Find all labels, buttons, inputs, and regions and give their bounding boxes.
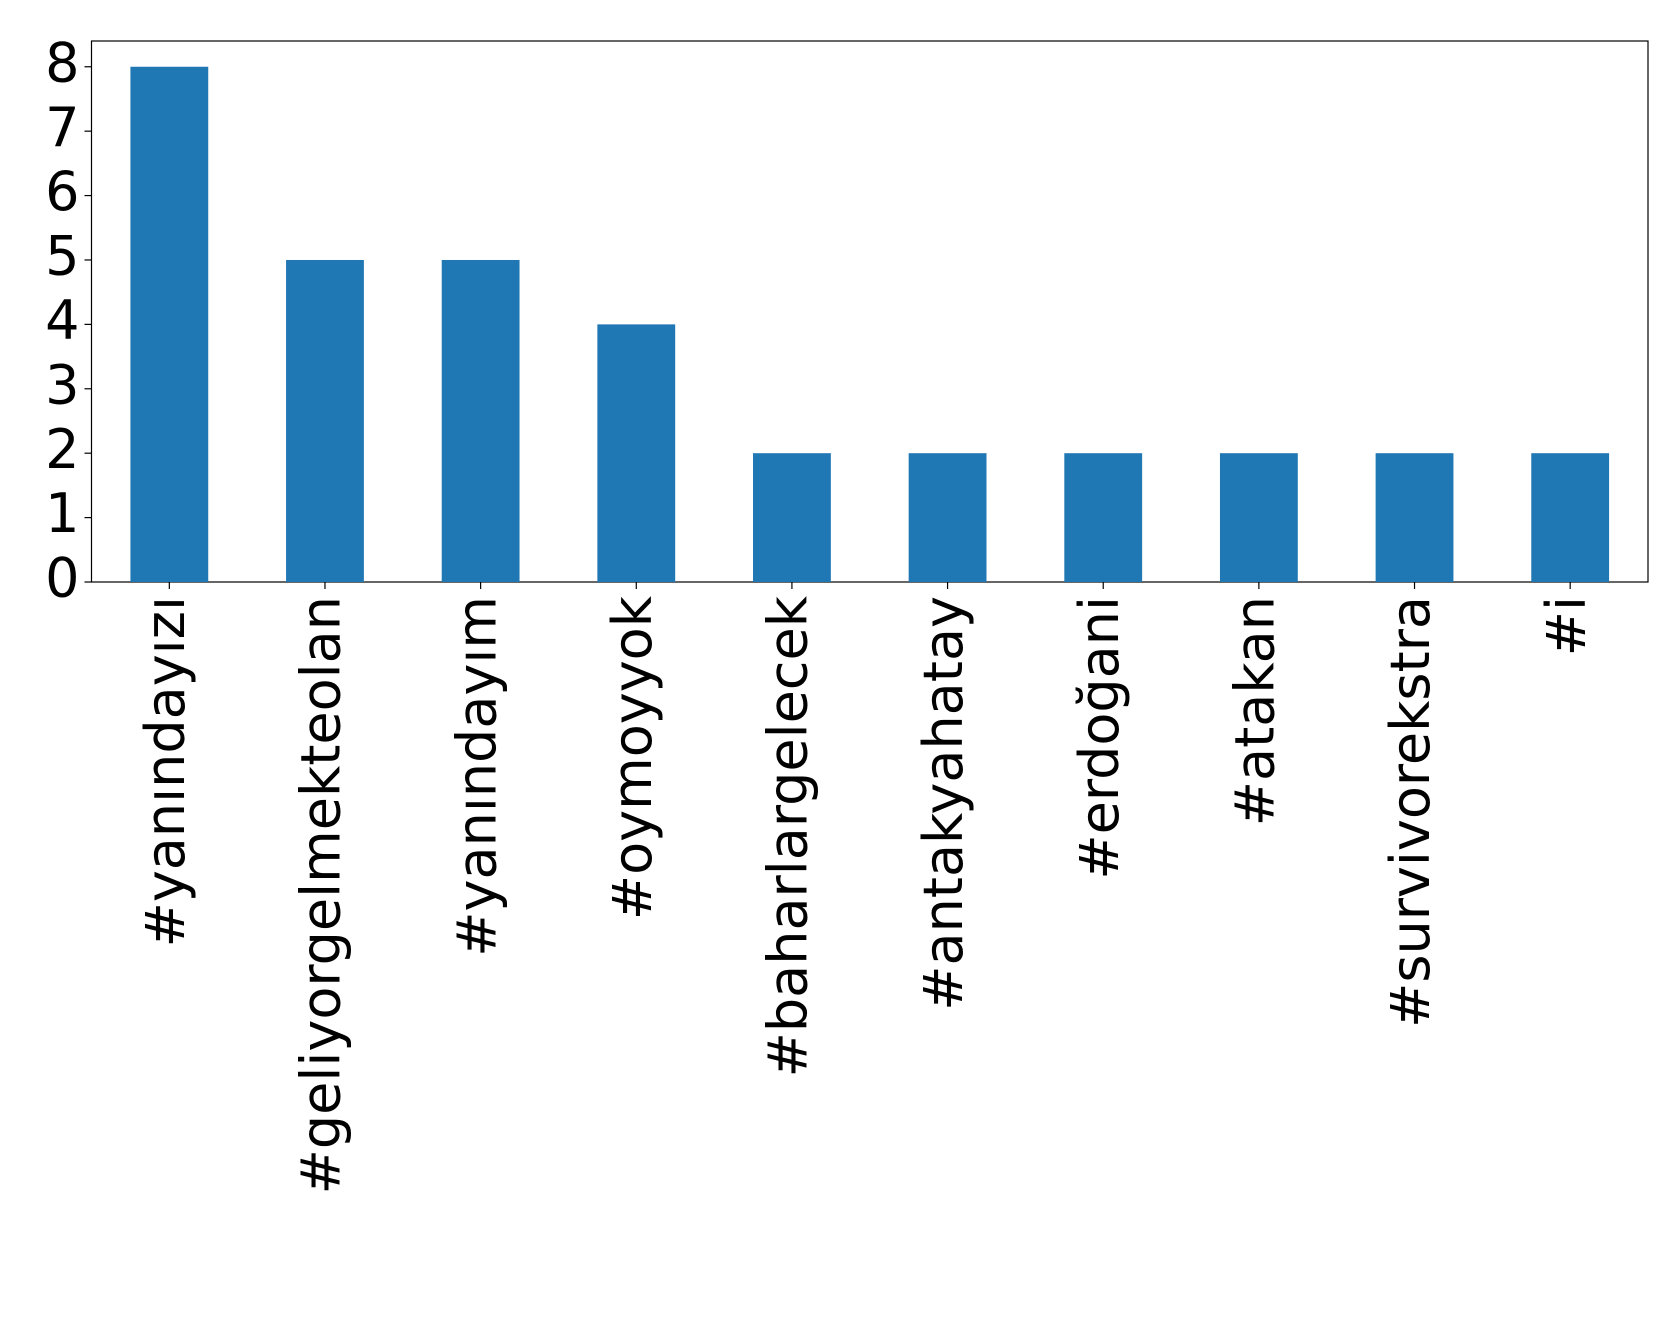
x-tick-label: #antakyahatay <box>912 596 975 1011</box>
y-tick-label: 2 <box>45 418 79 481</box>
y-tick-label: 8 <box>45 31 79 94</box>
y-tick-label: 1 <box>45 482 79 545</box>
bar <box>441 259 520 582</box>
bar <box>597 324 676 582</box>
x-tick-label: #yanındayızı <box>134 596 197 947</box>
y-tick-label: 7 <box>45 96 79 159</box>
y-tick-label: 4 <box>45 289 79 352</box>
y-tick-label: 3 <box>45 353 79 416</box>
y-tick-label: 5 <box>45 225 79 288</box>
x-tick-label: #erdoğani <box>1068 596 1131 880</box>
bar <box>1531 453 1610 582</box>
x-tick-label: #atakan <box>1224 596 1287 826</box>
x-tick-label: #survivorekstra <box>1379 596 1442 1028</box>
x-tick-label: #oymoyyok <box>601 595 664 920</box>
plot-frame <box>90 40 1649 583</box>
y-tick-label: 6 <box>45 160 79 223</box>
x-tick-label: #i <box>1535 596 1598 656</box>
y-tick-label: 0 <box>45 547 79 610</box>
x-tick-label: #yanındayım <box>445 596 508 957</box>
x-tick-label: #geliyorgelmekteolan <box>290 596 353 1194</box>
bar <box>1219 453 1298 582</box>
bar <box>286 259 364 582</box>
bar <box>1064 453 1143 582</box>
bar <box>908 453 987 582</box>
bar <box>1375 453 1454 582</box>
bar <box>753 453 831 582</box>
x-tick-label: #baharlargelecek <box>757 595 820 1077</box>
bar <box>130 66 209 582</box>
